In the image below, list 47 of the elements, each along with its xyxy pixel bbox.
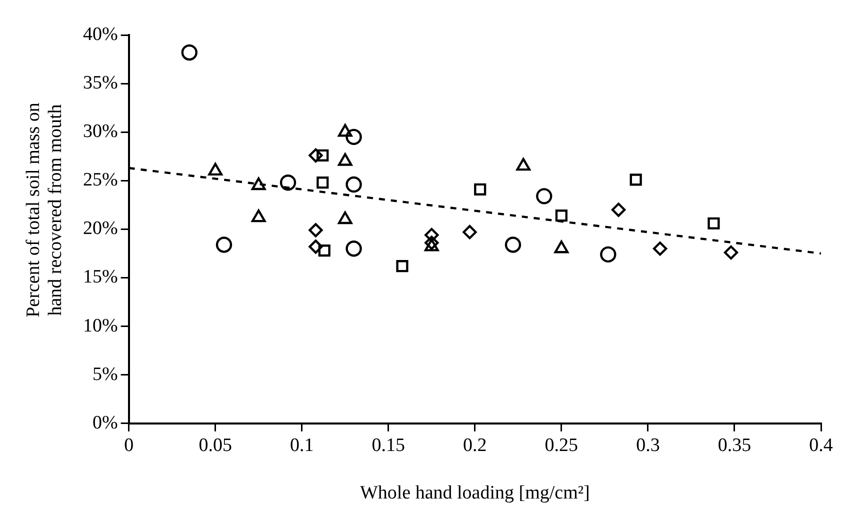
point	[346, 128, 362, 146]
point	[474, 183, 486, 196]
y-tick-label: 35%	[83, 72, 118, 94]
point	[316, 176, 329, 189]
y-tick-label: 15%	[83, 266, 118, 288]
point	[504, 236, 522, 253]
point	[555, 210, 568, 222]
x-tick-label: 0	[124, 434, 134, 456]
point	[216, 236, 232, 253]
x-tick-label: 0.15	[372, 434, 406, 456]
x-tick-label: 0.05	[198, 434, 232, 456]
point	[181, 44, 198, 61]
y-tick-label: 20%	[83, 218, 118, 240]
point	[652, 242, 668, 256]
y-axis-title: Percent of total soil mass on hand recovered from mouth	[23, 102, 67, 320]
x-tick-label: 0.25	[544, 434, 578, 456]
point	[724, 245, 738, 260]
point	[338, 124, 352, 137]
point	[308, 223, 323, 238]
point	[316, 149, 329, 162]
x-axis-title: Whole hand loading [mg/cm²]	[360, 482, 590, 504]
x-tick-label: 0.3	[636, 434, 660, 456]
point	[536, 188, 552, 204]
x-tick-label: 0.1	[290, 434, 314, 456]
x-tick-label: 0.2	[463, 434, 487, 456]
point	[424, 228, 439, 242]
point	[318, 244, 330, 257]
y-tick-label: 40%	[83, 24, 118, 45]
point	[308, 240, 323, 254]
y-tick-label: 30%	[83, 121, 118, 142]
point	[708, 217, 720, 230]
x-tick-label: 0.35	[718, 434, 752, 456]
y-tick-label: 0%	[92, 412, 118, 434]
y-tick-label: 5%	[92, 364, 118, 385]
point	[280, 174, 296, 191]
x-tick-label: 0.4	[809, 434, 834, 456]
point	[462, 225, 477, 240]
point	[396, 260, 408, 272]
point	[600, 246, 616, 263]
point	[630, 174, 642, 186]
point	[308, 148, 323, 163]
point	[346, 240, 362, 257]
point	[346, 176, 362, 193]
y-tick-label: 10%	[83, 315, 118, 336]
point	[611, 202, 626, 217]
point	[424, 236, 439, 250]
y-tick-label: 25%	[83, 170, 118, 191]
